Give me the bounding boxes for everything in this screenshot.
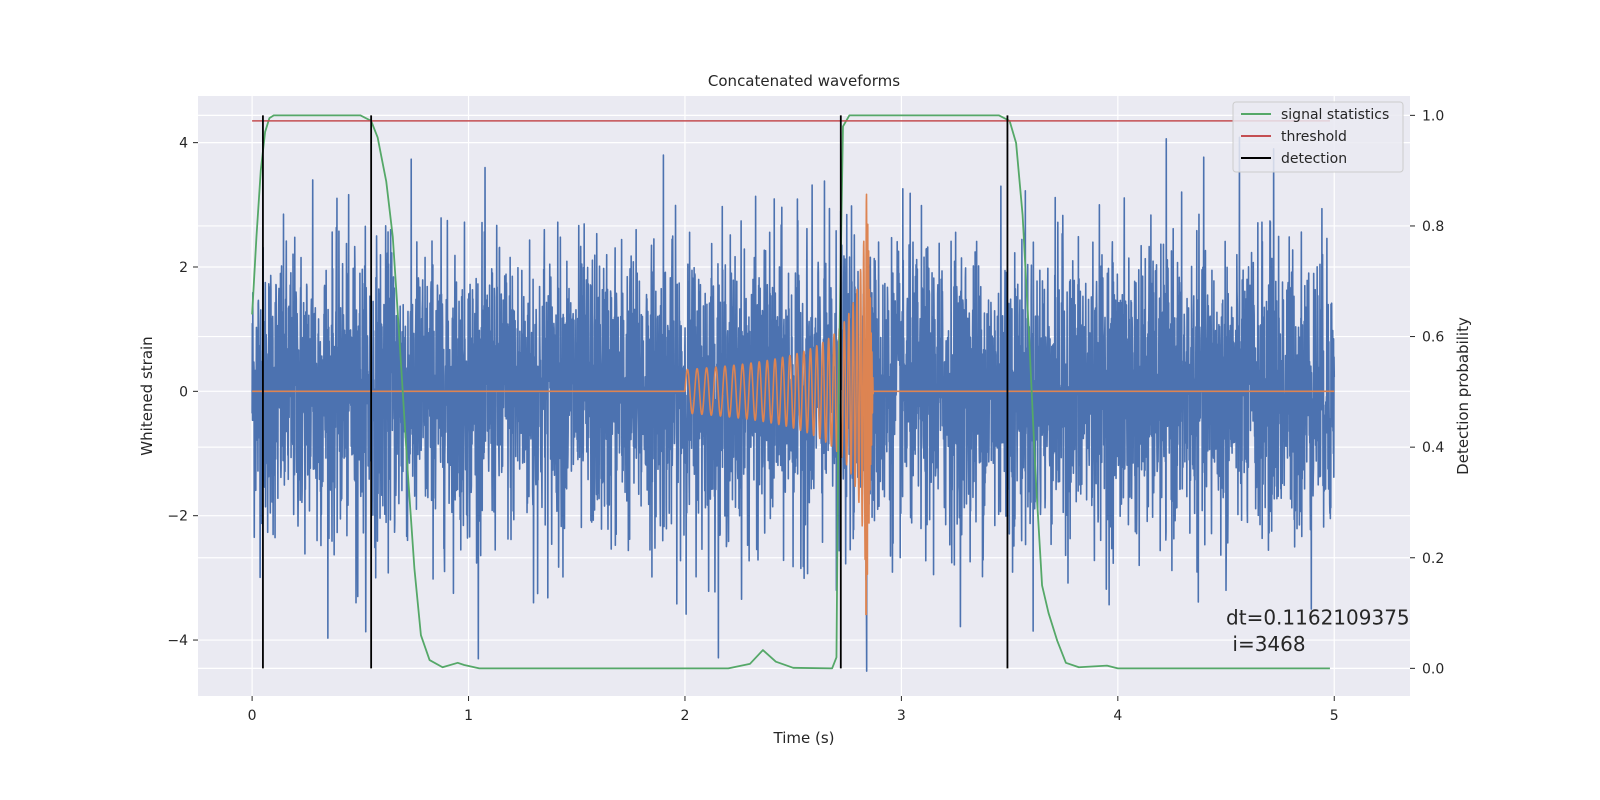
plot-series	[251, 114, 1336, 672]
y2-tick-label: 0.6	[1422, 330, 1444, 346]
y2-tick-label: 0.2	[1422, 551, 1444, 567]
x-tick-label: 5	[1330, 708, 1339, 724]
x-tick-label: 0	[248, 708, 257, 724]
x-tick-label: 4	[1113, 708, 1122, 724]
y-tick-label: 0	[179, 384, 188, 400]
y2-tick-label: 0.8	[1422, 219, 1444, 235]
y-tick-label: −2	[167, 509, 188, 525]
y2-tick-label: 0.0	[1422, 661, 1444, 677]
y2-tick-label: 1.0	[1422, 108, 1444, 124]
x-tick-label: 2	[681, 708, 690, 724]
y-tick-label: 2	[179, 260, 188, 276]
y-tick-label: −4	[167, 633, 188, 649]
y2-axis-label: Detection probability	[1454, 317, 1472, 475]
legend-box	[1232, 101, 1404, 173]
strain-series-line	[251, 136, 1336, 672]
y2-axis-ticks: 0.0 0.2 0.4 0.6 0.8 1.0	[1410, 108, 1444, 677]
chirp-series-line	[251, 193, 1335, 576]
legend-label: signal statistics	[1281, 107, 1389, 123]
y-axis-ticks: −4 −2 0 2 4	[167, 136, 198, 649]
annotation-dt: dt=0.1162109375	[1226, 605, 1410, 629]
signal-statistics-line	[251, 114, 1330, 670]
chart-title: Concatenated waveforms	[708, 72, 900, 90]
legend: signal statistics threshold detection	[1232, 101, 1404, 173]
annotation-index: i=3468	[1226, 632, 1306, 656]
x-axis-label: Time (s)	[773, 729, 835, 747]
legend-items: signal statistics threshold detection	[1241, 107, 1389, 167]
legend-label: detection	[1281, 151, 1347, 167]
y-tick-label: 4	[179, 136, 188, 152]
x-tick-label: 3	[897, 708, 906, 724]
legend-label: threshold	[1281, 129, 1347, 145]
x-tick-label: 1	[464, 708, 473, 724]
x-axis-ticks: 0 1 2 3 4 5	[248, 696, 1339, 724]
y2-tick-label: 0.4	[1422, 440, 1444, 456]
y-axis-label: Whitened strain	[138, 336, 156, 455]
